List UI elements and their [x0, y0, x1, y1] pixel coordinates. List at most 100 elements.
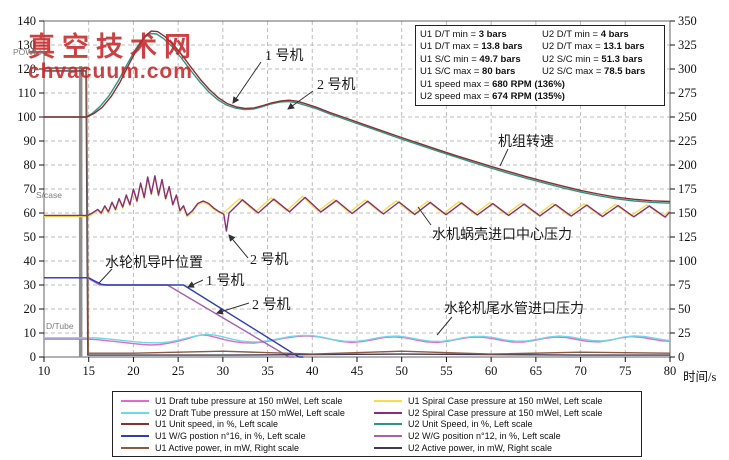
watermark-url: chvacuum.com: [28, 60, 193, 84]
series-u2-draft-tube: [44, 333, 670, 344]
axis-tick-label: 15: [82, 364, 95, 378]
legend-swatch-u1-draft-tube: [121, 399, 149, 402]
axis-tick-label: 10: [38, 364, 51, 378]
axis-tick-label: 100: [17, 110, 36, 124]
watermark-chinese: 真空技术网: [28, 32, 198, 62]
axis-tick-label: 75: [619, 364, 632, 378]
axis-tick-label: 20: [24, 302, 37, 316]
watermark: 真空技术网 chvacuum.com: [28, 33, 198, 83]
legend-item-u1-active-power: U1 Active power, in mW, Right scale: [121, 442, 345, 454]
info-cell: U2 D/T min = 4 bars: [542, 29, 629, 40]
annotation-line-4: [98, 268, 113, 284]
axis-tick-label: 225: [678, 134, 697, 148]
info-cell: U2 D/T max = 13.1 bars: [542, 41, 645, 53]
legend-label-u2-active-power: U2 Active power, in mW, Right scale: [408, 442, 553, 453]
info-cell: U2 S/C max = 78.5 bars: [542, 66, 646, 78]
legend-item-u1-wg-position: U1 W/G postion n°16, in %, Left scale: [121, 430, 345, 442]
legend-swatch-u1-wg-position: [121, 434, 149, 437]
legend-label-u1-active-power: U1 Active power, in mW, Right scale: [155, 442, 300, 453]
axis-tick-label: 140: [17, 14, 36, 28]
info-cell: U1 D/T max = 13.8 bars: [420, 41, 523, 53]
legend-swatch-u2-wg-position: [374, 434, 402, 437]
axis-tick-label: 35: [261, 364, 274, 378]
legend-item-u2-spiral-case: U2 Spiral Case pressure at 150 mWel, Lef…: [374, 407, 602, 419]
info-cell: U2 S/C min = 51.3 bars: [542, 53, 643, 65]
event-marker-bar: [78, 66, 83, 357]
axis-tick-label: 110: [18, 86, 36, 100]
axis-tick-label: 200: [678, 158, 697, 172]
axis-ticks-and-labels: 0102030405060708090100110120130140025507…: [17, 14, 697, 378]
info-cell: U1 S/C max = 80 bars: [420, 66, 516, 78]
info-row: U1 D/T min = 3 bars U2 D/T min = 4 bars: [420, 29, 660, 41]
x-axis-title: 时间/s: [683, 370, 717, 384]
axis-tick-label: 50: [24, 230, 37, 244]
legend-swatch-u2-active-power: [374, 446, 402, 449]
annotation-line-5: [187, 279, 204, 288]
axis-tick-label: 350: [678, 14, 697, 28]
legend-item-u2-unit-speed: U2 Unit Speed, in %, Left scale: [374, 418, 602, 430]
series-u1-draft-tube: [44, 334, 671, 346]
axis-tick-label: 50: [678, 302, 691, 316]
axis-tick-label: 275: [678, 86, 697, 100]
data-series: [44, 30, 671, 358]
axis-tick-label: 70: [574, 364, 587, 378]
power-series-label: POWER: [13, 47, 46, 57]
axis-tick-label: 50: [395, 364, 408, 378]
axis-tick-label: 60: [485, 364, 498, 378]
legend-label-u1-wg-position: U1 W/G postion n°16, in %, Left scale: [155, 430, 306, 441]
axis-tick-label: 80: [24, 158, 37, 172]
legend-swatch-u2-spiral-case: [374, 411, 402, 414]
spiral-case-series-label: S/case: [36, 190, 62, 200]
axis-tick-label: 30: [24, 278, 37, 292]
axis-tick-label: 25: [172, 364, 185, 378]
info-row: U1 S/C min = 49.7 bars U2 S/C min = 51.3 …: [420, 54, 660, 66]
draft-tube-series-label: D/Tube: [46, 321, 74, 331]
axis-tick-label: 0: [678, 350, 684, 364]
legend-swatch-u1-spiral-case: [374, 399, 402, 402]
axis-tick-label: 130: [17, 38, 36, 52]
legend-swatch-u1-unit-speed: [121, 423, 149, 426]
axis-tick-label: 45: [351, 364, 364, 378]
series-u2-spiral-case: [44, 175, 671, 232]
annotation-pointer-lines: [98, 61, 509, 336]
measurement-summary-box: U1 D/T min = 3 bars U2 D/T min = 4 bars U…: [415, 25, 665, 107]
info-cell: U2 speed max = 674 RPM (135%): [420, 91, 565, 103]
legend-swatch-u2-unit-speed: [374, 423, 402, 426]
info-row: U1 speed max = 680 RPM (136%): [420, 79, 660, 91]
info-row: U1 D/T max = 13.8 bars U2 D/T max = 13.1 …: [420, 41, 660, 53]
legend-item-u1-draft-tube: U1 Draft tube pressure at 150 mWel, Left…: [121, 395, 345, 407]
legend-label-u2-wg-position: U2 W/G position n°12, in %, Left scale: [408, 430, 561, 441]
axis-tick-label: 60: [24, 206, 37, 220]
axis-tick-label: 20: [127, 364, 140, 378]
info-cell: U1 D/T min = 3 bars: [420, 29, 507, 40]
info-row: U1 S/C max = 80 bars U2 S/C max = 78.5 ba…: [420, 66, 660, 78]
axis-tick-label: 30: [217, 364, 230, 378]
annotation-line-3: [417, 206, 432, 226]
legend-label-u1-draft-tube: U1 Draft tube pressure at 150 mWel, Left…: [155, 395, 343, 406]
axis-tick-label: 55: [440, 364, 453, 378]
legend-item-u2-wg-position: U2 W/G position n°12, in %, Left scale: [374, 430, 602, 442]
axis-tick-label: 150: [678, 206, 697, 220]
annotation-line-6: [215, 302, 250, 315]
axis-tick-label: 300: [678, 62, 697, 76]
axis-tick-label: 100: [678, 254, 697, 268]
info-cell: U1 speed max = 680 RPM (136%): [420, 78, 565, 90]
axis-tick-label: 25: [678, 326, 691, 340]
legend-swatch-u2-draft-tube: [121, 411, 149, 414]
axis-tick-label: 120: [17, 62, 36, 76]
legend-label-u1-unit-speed: U1 Unit speed, in %, Left scale: [155, 419, 279, 430]
axis-tick-label: 325: [678, 38, 697, 52]
annotation-line-8: [228, 234, 249, 259]
legend-item-u2-active-power: U2 Active power, in mW, Right scale: [374, 442, 602, 454]
axis-tick-label: 40: [306, 364, 319, 378]
axis-tick-label: 250: [678, 110, 697, 124]
legend: U1 Draft tube pressure at 150 mWel, Left…: [112, 391, 642, 457]
axis-tick-label: 40: [24, 254, 37, 268]
axis-tick-label: 0: [30, 350, 36, 364]
legend-label-u1-spiral-case: U1 Spiral Case pressure at 150 mWel, Lef…: [408, 395, 603, 406]
series-u1-wg-position: [44, 277, 304, 358]
annotation-line-7: [436, 316, 453, 336]
axis-tick-label: 65: [530, 364, 543, 378]
axis-tick-label: 80: [664, 364, 677, 378]
series-u1-active-power: [44, 67, 671, 355]
